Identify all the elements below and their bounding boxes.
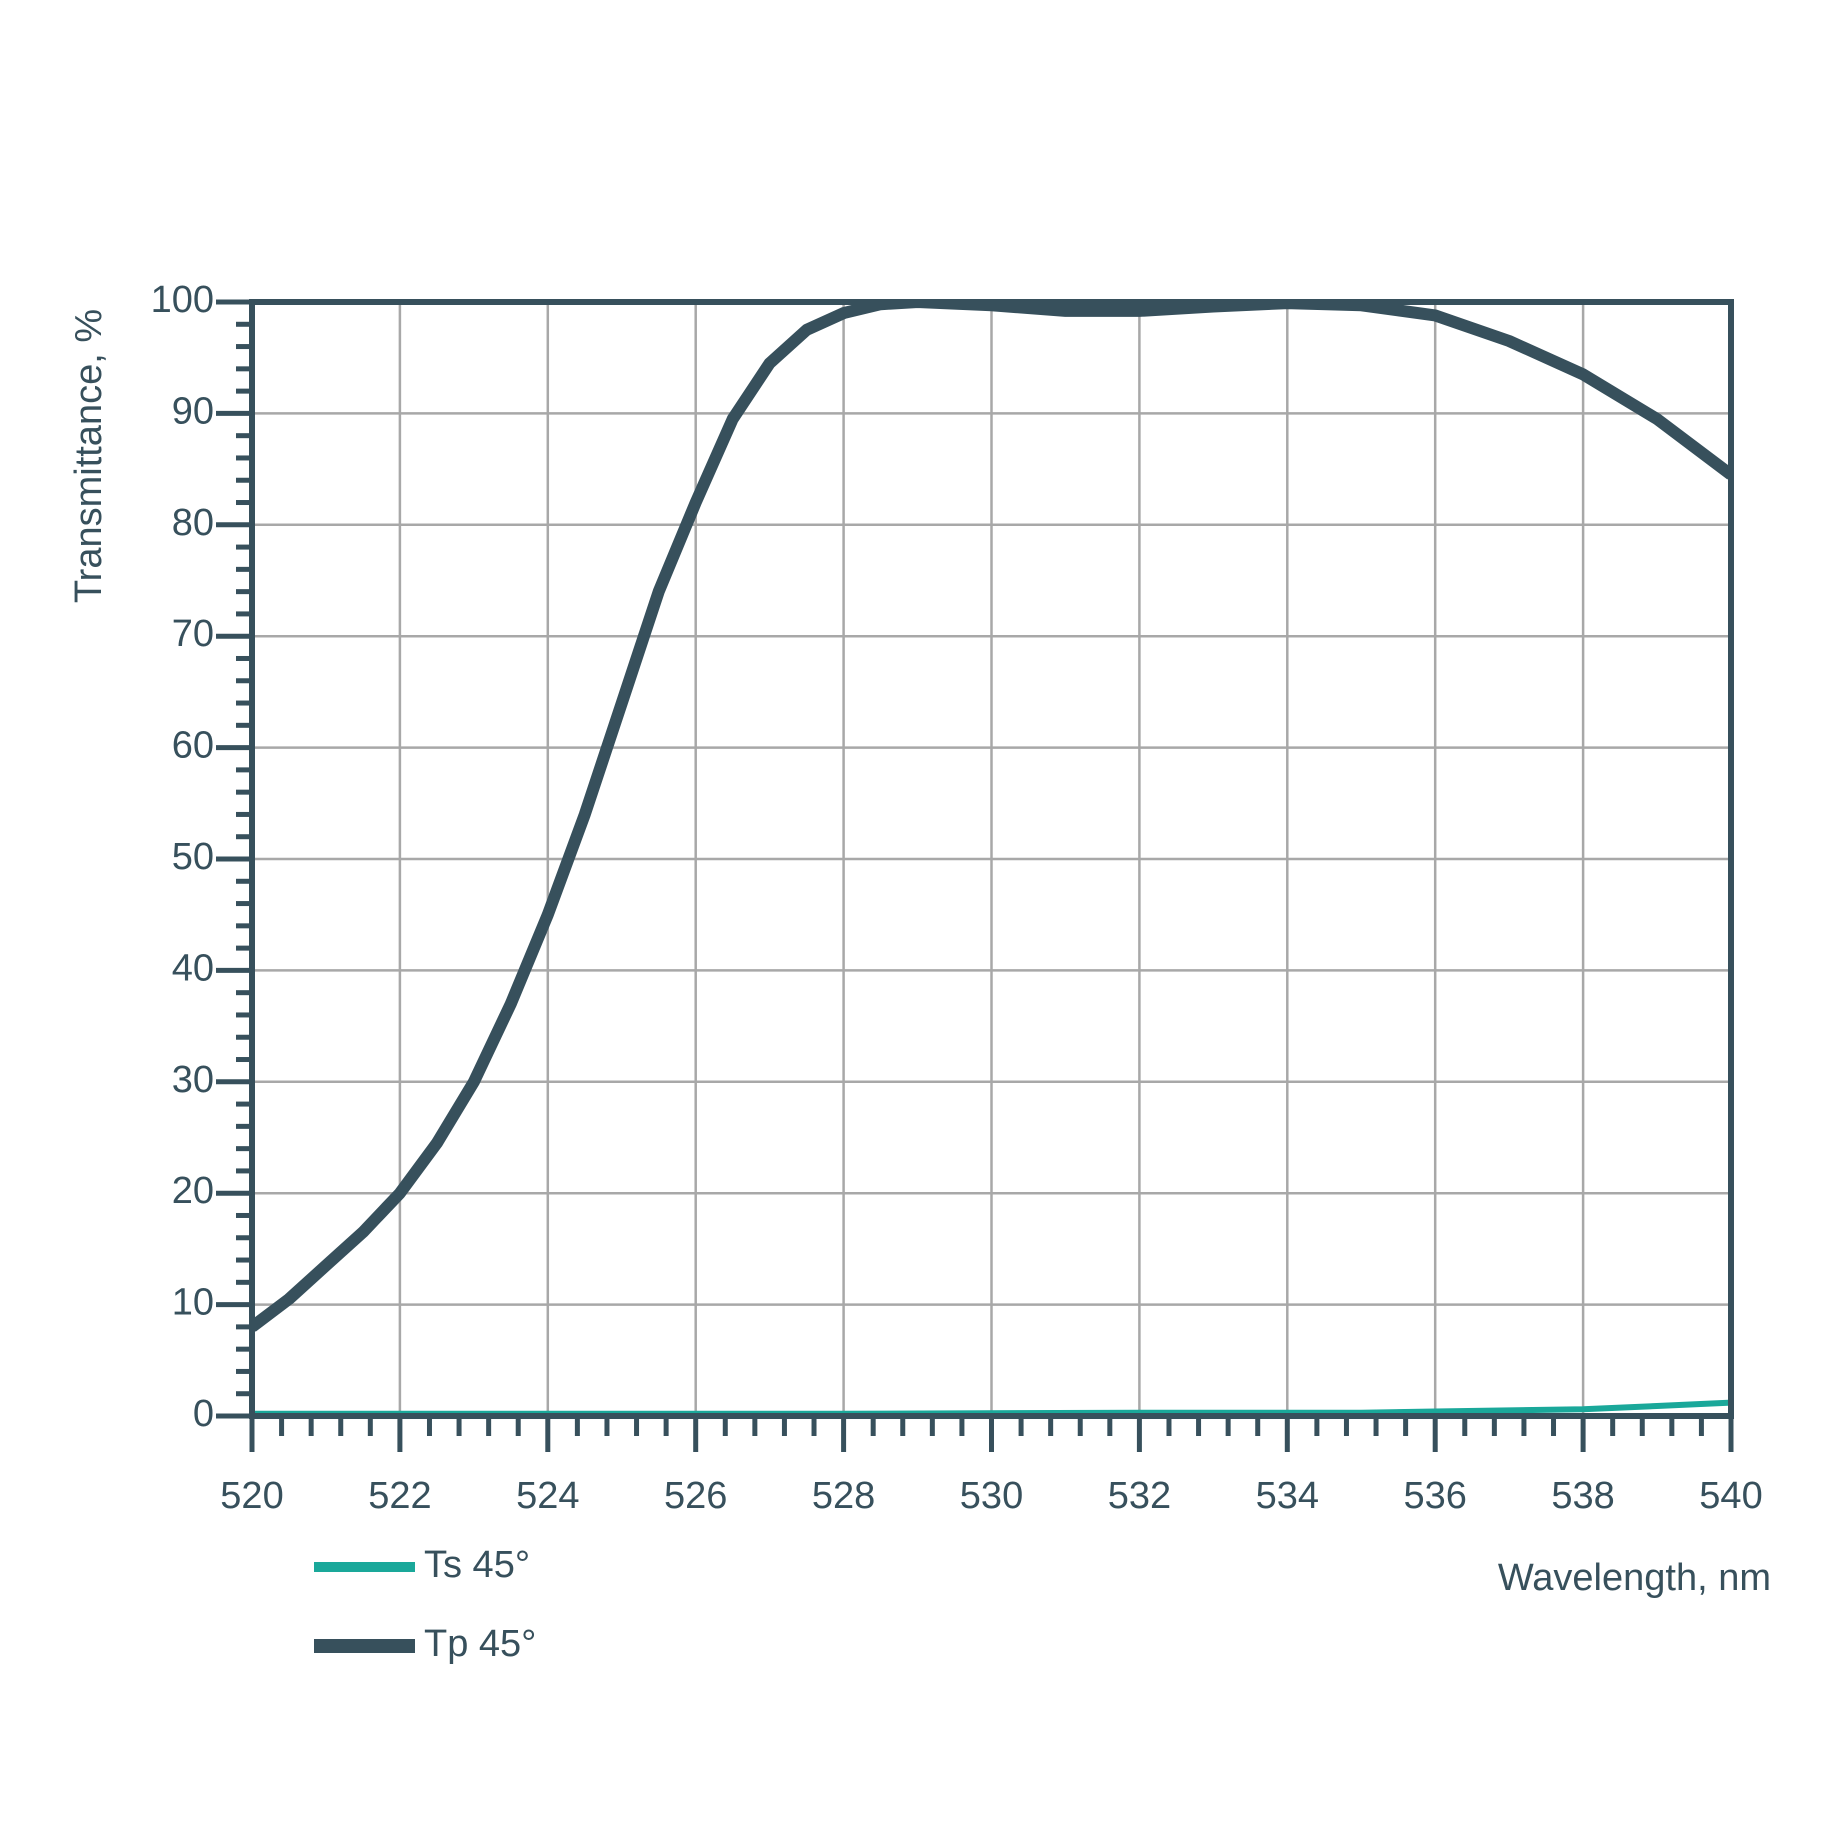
legend-label: Ts 45° [424,1544,530,1586]
legend-label: Tp 45° [424,1623,536,1665]
x-tick-label: 540 [1699,1475,1762,1517]
x-tick-label: 524 [516,1475,579,1517]
y-tick-label: 80 [172,502,214,544]
data-line [252,300,1731,1332]
y-tick-label: 90 [172,390,214,432]
y-tick-label: 70 [172,613,214,655]
y-axis-title: Transmittance, % [68,309,110,603]
y-tick-label: 30 [172,1059,214,1101]
x-axis-title: Wavelength, nm [1498,1557,1771,1599]
y-tick-label: 40 [172,947,214,989]
y-tick-label: 0 [193,1393,214,1435]
x-tick-label: 538 [1551,1475,1614,1517]
y-tick-label: 100 [151,279,214,321]
x-tick-label: 534 [1256,1475,1319,1517]
x-tick-label: 522 [368,1475,431,1517]
x-tick-label: 528 [812,1475,875,1517]
y-tick-label: 50 [172,836,214,878]
y-tick-label: 20 [172,1170,214,1212]
x-tick-label: 532 [1108,1475,1171,1517]
plot-frame [249,299,1734,1419]
x-tick-label: 536 [1403,1475,1466,1517]
y-tick-label: 60 [172,725,214,767]
x-tick-label: 520 [220,1475,283,1517]
x-tick-label: 530 [960,1475,1023,1517]
x-tick-label: 526 [664,1475,727,1517]
y-tick-label: 10 [172,1282,214,1324]
